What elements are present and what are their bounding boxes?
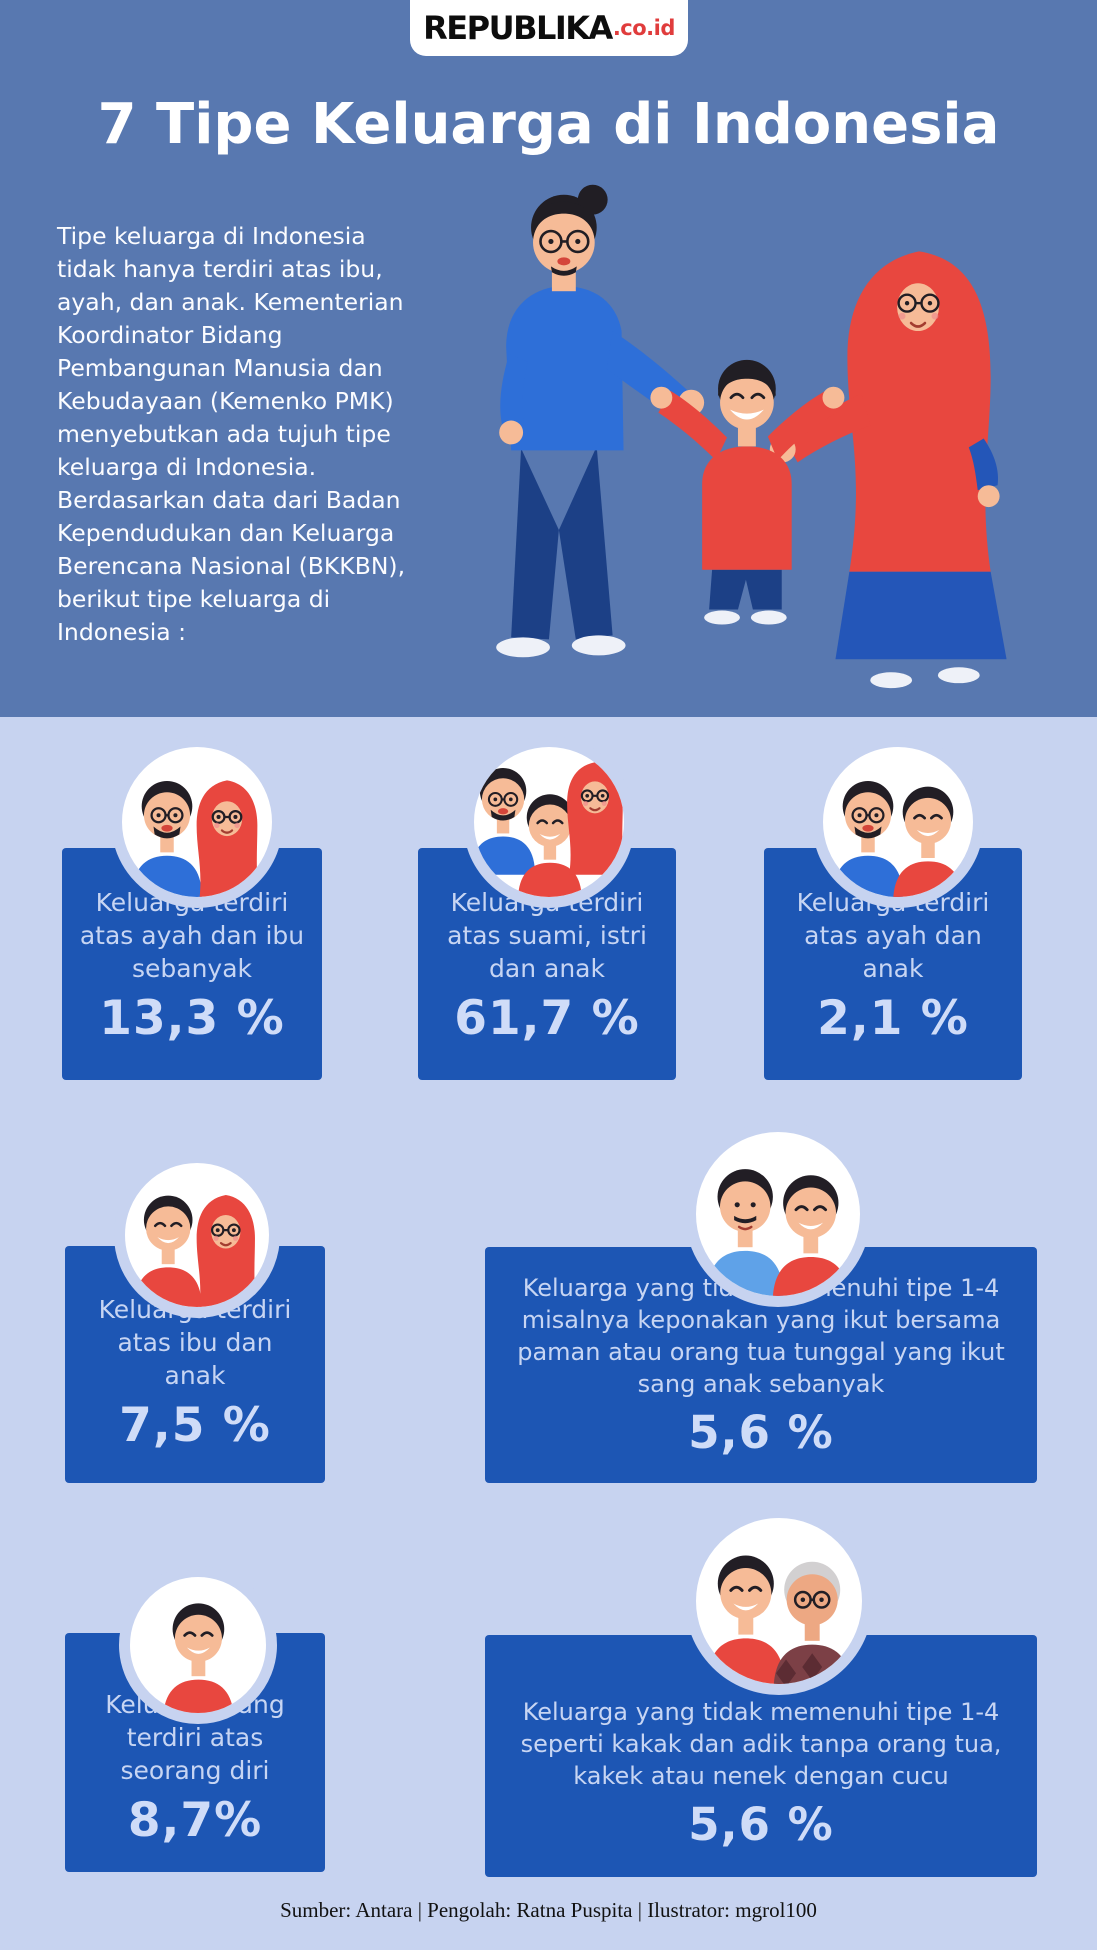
- avatar-uncle-child: [685, 1121, 871, 1307]
- child-figure: [650, 359, 845, 625]
- card-value: 7,5 %: [119, 1398, 271, 1453]
- family-type-card-7: Keluarga yang tidak memenuhi tipe 1-4 se…: [485, 1635, 1037, 1877]
- footer-credits: Sumber: Antara | Pengolah: Ratna Puspita…: [280, 1898, 817, 1922]
- avatar-father-child: [812, 736, 984, 908]
- father-figure: [496, 184, 705, 658]
- brand-name: REPUBLIKA: [423, 9, 613, 47]
- intro-text: Tipe keluarga di Indonesia tidak hanya t…: [57, 222, 406, 646]
- avatar-single-person: [119, 1566, 277, 1724]
- page-title: 7 Tipe Keluarga di Indonesia: [97, 92, 1000, 157]
- card-value: 8,7%: [127, 1793, 263, 1848]
- family-illustration: [496, 184, 1007, 689]
- header: REPUBLIKA .co.id 7 Tipe Keluarga di Indon…: [0, 0, 1097, 717]
- card-value: 5,6 %: [688, 1798, 834, 1851]
- avatar-father-mother: [111, 736, 283, 908]
- mother-figure: [769, 251, 1007, 689]
- card-value: 5,6 %: [688, 1406, 834, 1459]
- avatar-father-mother-child: [463, 736, 635, 908]
- avatar-grandfather-child: [685, 1507, 873, 1695]
- card-label: Keluarga yang tidak memenuhi tipe 1-4 se…: [520, 1698, 1002, 1790]
- family-type-card-3: Keluarga terdiri atas ayah dan anak 2,1 …: [764, 848, 1022, 1080]
- avatar-mother-child: [114, 1152, 280, 1318]
- card-value: 13,3 %: [99, 991, 285, 1046]
- brand-suffix: .co.id: [612, 16, 676, 40]
- card-value: 2,1 %: [817, 991, 969, 1046]
- card-value: 61,7 %: [454, 991, 640, 1046]
- republika-logo: REPUBLIKA .co.id: [410, 0, 688, 56]
